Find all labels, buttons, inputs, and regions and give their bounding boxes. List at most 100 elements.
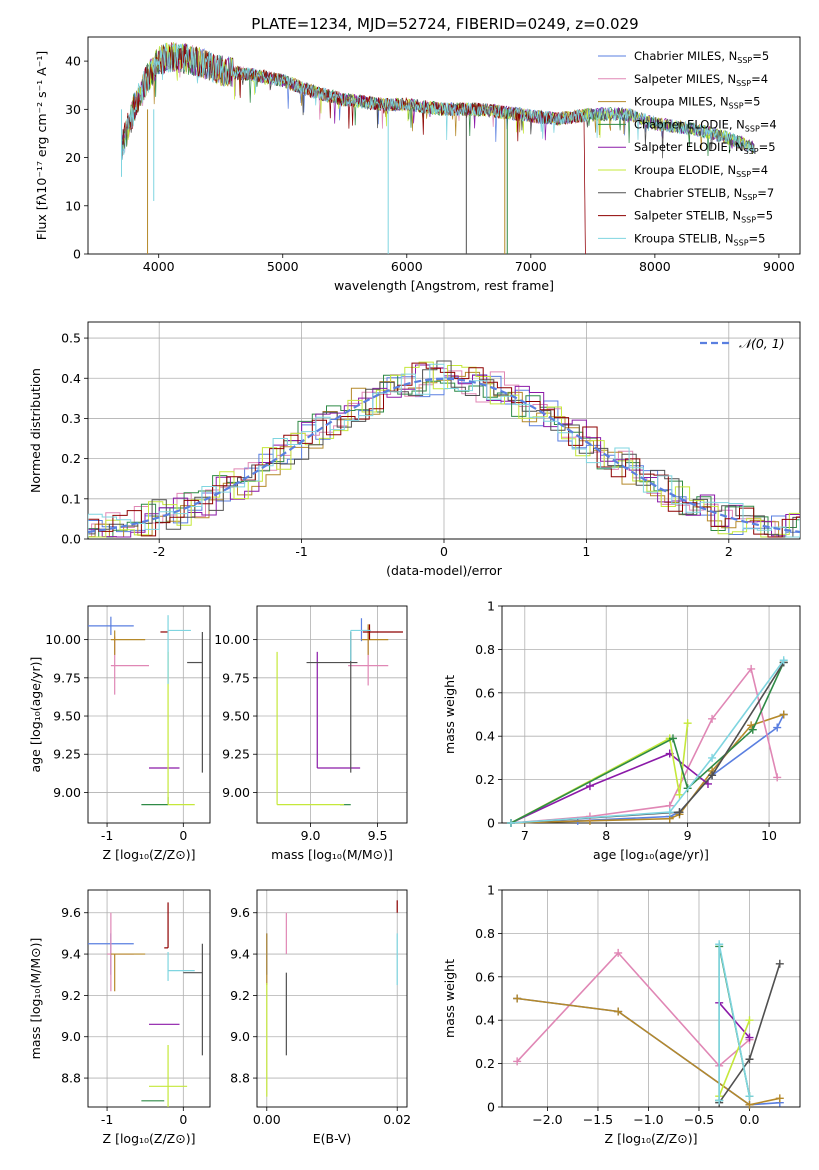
weight-line	[516, 951, 751, 1067]
weight-marker	[715, 940, 724, 949]
residual-histogram-panel: -2 -1 0 1 2 0.0 0.1 0.2 0.3 0.4 0.5 (data-model)/er…	[28, 321, 801, 578]
y-tick-label: 9.00	[53, 785, 81, 800]
x-tick-label: −1.5	[583, 1112, 613, 1127]
spectrum-line	[121, 42, 586, 254]
weight-marker	[747, 721, 756, 730]
weight-line	[510, 659, 785, 824]
x-tick-label: 6000	[391, 259, 423, 274]
weight-marker	[773, 773, 782, 782]
age-vs-mass-panel: 9.0 9.5 9.00 9.25 9.50 9.75 10.00 mass [log₁₀(M…	[214, 605, 408, 862]
legend-label: Chabrier STELIB, NSSP=7	[634, 186, 774, 202]
y-tick-label: 9.75	[53, 670, 81, 685]
y-tick-label: 0	[487, 816, 495, 831]
residual-histogram	[88, 374, 800, 538]
x-tick-label: 9	[684, 828, 692, 843]
legend-label: 𝒩(0, 1)	[739, 336, 785, 351]
legend-label: Chabrier MILES, NSSP=5	[634, 49, 769, 65]
x-tick-label: -2	[153, 544, 165, 559]
y-tick-label: 40	[65, 54, 81, 69]
y-tick-label: 9.25	[53, 747, 81, 762]
y-tick-label: 8.8	[61, 1071, 81, 1086]
y-tick-label: 9.25	[222, 747, 250, 762]
x-tick-label: -1	[295, 544, 307, 559]
legend-name: Kroupa ELODIE, N	[634, 163, 736, 177]
weight-line	[510, 752, 709, 824]
legend-sub: SSP	[736, 170, 751, 179]
weight-line	[718, 944, 751, 1101]
weight-vs-metallicity-panel: −2.0 −1.5 −1.0 −0.5 0.0 0 0.2 0.4 0.6 0.8 1 Z [log₁…	[442, 883, 801, 1146]
weight-marker	[745, 1055, 754, 1064]
legend-name: Kroupa STELIB, N	[634, 231, 734, 245]
y-tick-label: 0.6	[475, 685, 495, 700]
legend-name: Chabrier ELODIE, N	[634, 117, 745, 131]
y-tick-label: 0.3	[61, 411, 81, 426]
y-tick-label: 9.75	[222, 670, 250, 685]
y-tick-label: 9.50	[53, 709, 81, 724]
x-tick-label: 5000	[267, 259, 299, 274]
legend-name: Salpeter ELODIE, N	[634, 140, 744, 154]
weight-line	[510, 714, 785, 824]
legend-tail: =4	[751, 72, 768, 86]
legend-sub: SSP	[737, 56, 752, 65]
legend-sub: SSP	[741, 216, 756, 225]
axes-frame	[256, 889, 408, 1108]
y-axis-label: mass weight	[442, 675, 457, 754]
histogram-steps	[88, 360, 800, 538]
weight-line	[510, 713, 784, 824]
x-tick-label: 1	[582, 544, 590, 559]
legend-tail: =5	[759, 140, 776, 154]
weight-marker	[748, 725, 757, 734]
y-tick-label: 0.5	[61, 331, 81, 346]
x-tick-label: −0.5	[684, 1112, 714, 1127]
y-tick-label: 9.6	[230, 905, 250, 920]
y-tick-label: 10	[65, 198, 81, 213]
x-tick-label: 8	[602, 828, 610, 843]
x-tick-label: 9.5	[368, 828, 388, 843]
legend-sub: SSP	[729, 102, 744, 111]
y-tick-label: 9.0	[61, 1029, 81, 1044]
spectrum-line	[121, 43, 755, 160]
legend-sub: SSP	[734, 238, 749, 247]
legend-tail: =5	[756, 209, 773, 223]
x-tick-label: 0	[179, 1112, 187, 1127]
weight-marker	[775, 959, 784, 968]
weight-marker	[585, 782, 594, 791]
weight-marker	[668, 734, 677, 743]
y-tick-label: 0.2	[61, 451, 81, 466]
y-tick-label: 9.0	[230, 1029, 250, 1044]
weight-marker	[585, 812, 594, 821]
x-tick-label: 4000	[143, 259, 175, 274]
figure-title: PLATE=1234, MJD=52724, FIBERID=0249, z=0…	[251, 15, 638, 33]
weight-marker	[779, 710, 788, 719]
x-tick-label: 9.0	[301, 828, 321, 843]
weight-marker	[513, 1057, 522, 1066]
errorbars	[266, 900, 398, 1097]
y-tick-label: 10.00	[214, 632, 250, 647]
y-tick-label: 20	[65, 150, 81, 165]
x-axis-label: mass [log₁₀(M/M⊙)]	[271, 847, 393, 862]
x-tick-label: -1	[101, 828, 113, 843]
legend-name: Kroupa MILES, N	[634, 95, 729, 109]
y-tick-label: 0.8	[475, 926, 495, 941]
y-tick-label: 0.1	[61, 491, 81, 506]
age-vs-metallicity-panel: -1 0 9.00 9.25 9.50 9.75 10.00 Z [log₁₀(Z/Z⊙)] a…	[28, 605, 211, 862]
y-tick-label: 0.2	[475, 1056, 495, 1071]
y-tick-label: 0	[487, 1100, 495, 1115]
legend-tail: =5	[749, 231, 766, 245]
weight-marker	[675, 790, 684, 799]
weight-marker	[708, 714, 717, 723]
x-axis-label: Z [log₁₀(Z/Z⊙)]	[103, 847, 196, 862]
y-tick-label: 0.4	[475, 1013, 495, 1028]
x-tick-label: -1	[101, 1112, 113, 1127]
x-tick-label: −1.0	[633, 1112, 663, 1127]
y-axis-label: mass weight	[442, 959, 457, 1038]
weight-marker	[715, 1096, 724, 1105]
weight-line	[510, 667, 778, 824]
weight-marker	[675, 808, 684, 817]
axes-frame	[87, 36, 801, 255]
weight-vs-age-panel: 7 8 9 10 0 0.2 0.4 0.6 0.8 1 age [log₁₀(age/yr)] ma…	[442, 599, 801, 862]
legend-tail: =4	[760, 117, 777, 131]
legend-label: Chabrier ELODIE, NSSP=4	[634, 117, 777, 133]
y-tick-label: 0	[73, 247, 81, 262]
